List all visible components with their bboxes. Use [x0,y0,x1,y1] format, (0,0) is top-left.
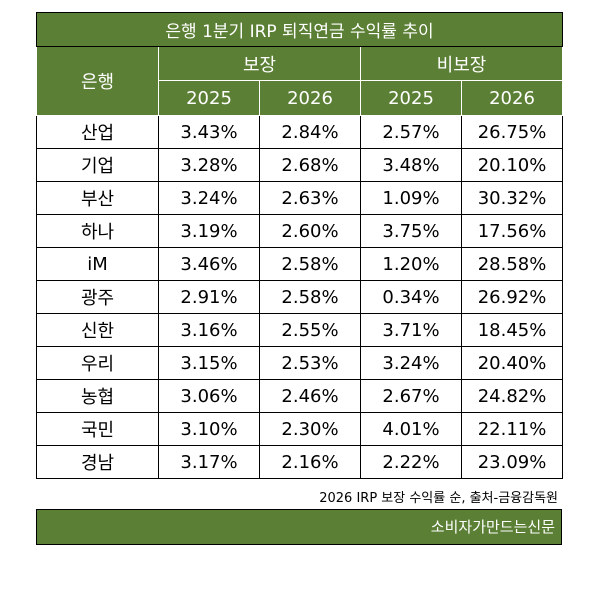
rate-cell: 26.92% [460,280,564,314]
rate-cell: 20.10% [460,148,564,182]
bank-name-cell: 농협 [36,379,159,413]
rate-cell: 2.46% [259,379,361,413]
bank-name-cell: iM [36,247,159,281]
rate-cell: 2.58% [259,280,361,314]
rate-cell: 2.53% [259,346,361,380]
rate-cell: 2.22% [360,445,462,479]
rate-cell: 30.32% [460,181,564,215]
rate-cell: 28.58% [460,247,564,281]
rate-cell: 2.57% [360,115,462,149]
bank-name-cell: 하나 [36,214,159,248]
rate-cell: 2.67% [360,379,462,413]
rate-cell: 17.56% [460,214,564,248]
rate-cell: 2.63% [259,181,361,215]
rate-cell: 23.09% [460,445,564,479]
rate-cell: 24.82% [460,379,564,413]
rate-cell: 3.24% [360,346,462,380]
year-header: 2025 [158,80,260,116]
year-header: 2025 [360,80,462,116]
bank-name-cell: 기업 [36,148,159,182]
returns-table: 은행 1분기 IRP 퇴직연금 수익률 추이 은행 보장 비보장 2025 20… [35,12,564,479]
bank-name-cell: 산업 [36,115,159,149]
rate-cell: 2.84% [259,115,361,149]
rate-cell: 3.75% [360,214,462,248]
table-body: 산업 3.43% 2.84% 2.57% 26.75% 기업 3.28% 2.68% 3.48%… [36,115,564,479]
table-row: 농협 3.06% 2.46% 2.67% 24.82% [36,379,564,413]
rate-cell: 3.28% [158,148,260,182]
table-row: 부산 3.24% 2.63% 1.09% 30.32% [36,181,564,215]
bank-name-cell: 신한 [36,313,159,347]
bank-name-cell: 우리 [36,346,159,380]
rate-cell: 3.48% [360,148,462,182]
rate-cell: 2.30% [259,412,361,446]
rate-cell: 3.24% [158,181,260,215]
rate-cell: 4.01% [360,412,462,446]
bank-name-cell: 국민 [36,412,159,446]
publisher-footer: 소비자가만드는신문 [36,509,562,545]
rate-cell: 1.09% [360,181,462,215]
source-note: 2026 IRP 보장 수익률 순, 출처-금융감독원 [319,491,558,506]
table-row: 광주 2.91% 2.58% 0.34% 26.92% [36,280,564,314]
table-row: iM 3.46% 2.58% 1.20% 28.58% [36,247,564,281]
rate-cell: 18.45% [460,313,564,347]
rate-cell: 3.46% [158,247,260,281]
bank-name-cell: 부산 [36,181,159,215]
table-row: 경남 3.17% 2.16% 2.22% 23.09% [36,445,564,479]
table-title: 은행 1분기 IRP 퇴직연금 수익률 추이 [35,12,564,47]
table-row: 하나 3.19% 2.60% 3.75% 17.56% [36,214,564,248]
rate-cell: 2.16% [259,445,361,479]
rate-cell: 2.60% [259,214,361,248]
year-header: 2026 [460,80,564,116]
rate-cell: 3.43% [158,115,260,149]
rate-cell: 3.19% [158,214,260,248]
rate-cell: 0.34% [360,280,462,314]
table-row: 우리 3.15% 2.53% 3.24% 20.40% [36,346,564,380]
rate-cell: 20.40% [460,346,564,380]
rate-cell: 3.10% [158,412,260,446]
year-header: 2026 [259,80,361,116]
table-container: 은행 1분기 IRP 퇴직연금 수익률 추이 은행 보장 비보장 2025 20… [35,12,564,545]
bank-name-cell: 경남 [36,445,159,479]
rate-cell: 2.58% [259,247,361,281]
rate-cell: 3.71% [360,313,462,347]
rate-cell: 3.15% [158,346,260,380]
rate-cell: 1.20% [360,247,462,281]
rate-cell: 2.55% [259,313,361,347]
guaranteed-header: 보장 [158,46,361,81]
rate-cell: 22.11% [460,412,564,446]
bank-header: 은행 [36,46,159,116]
rate-cell: 26.75% [460,115,564,149]
rate-cell: 3.06% [158,379,260,413]
rate-cell: 3.17% [158,445,260,479]
table-row: 기업 3.28% 2.68% 3.48% 20.10% [36,148,564,182]
rate-cell: 2.91% [158,280,260,314]
rate-cell: 3.16% [158,313,260,347]
table-row: 국민 3.10% 2.30% 4.01% 22.11% [36,412,564,446]
table-row: 신한 3.16% 2.55% 3.71% 18.45% [36,313,564,347]
bank-name-cell: 광주 [36,280,159,314]
non-guaranteed-header: 비보장 [359,46,564,81]
table-row: 산업 3.43% 2.84% 2.57% 26.75% [36,115,564,149]
rate-cell: 2.68% [259,148,361,182]
